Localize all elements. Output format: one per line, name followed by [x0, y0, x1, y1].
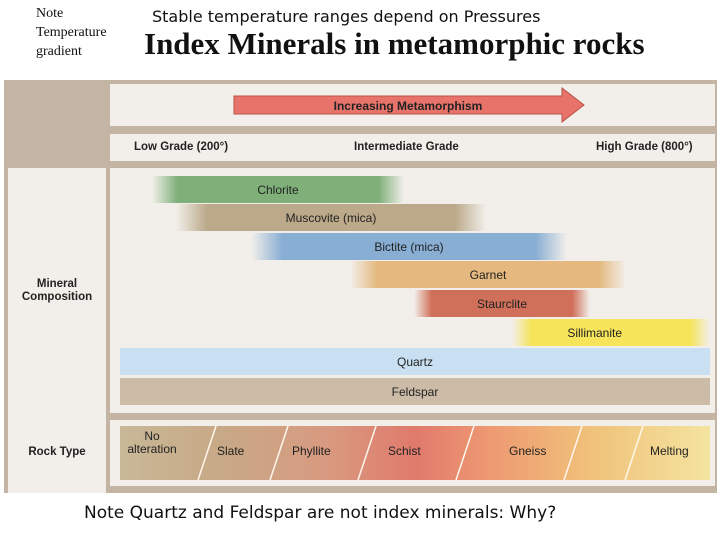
mineral-name: Bictite (mica)	[374, 239, 444, 254]
mineral-bar-feldspar: Feldspar	[120, 378, 710, 405]
rock-type-dividers	[197, 426, 644, 480]
mineral-name: Staurclite	[476, 296, 528, 311]
grade-cell	[110, 134, 715, 161]
mineral-name: Feldspar	[391, 384, 439, 399]
mineral-name: Garnet	[469, 267, 507, 282]
slide-title: Index Minerals in metamorphic rocks	[144, 26, 645, 61]
mineral-bar-quartz: Quartz	[120, 348, 710, 375]
rock-type-slate: Slate	[217, 444, 245, 458]
mineral-composition-label: Mineral Composition	[21, 278, 93, 303]
increasing-metamorphism-arrow: Increasing Metamorphism	[233, 86, 585, 124]
rock-header-cell	[8, 420, 106, 486]
grade-high-label: High Grade (800°)	[596, 141, 693, 153]
rock-type-melting: Melting	[650, 444, 689, 458]
rock-type-label: Rock Type	[28, 446, 86, 458]
grade-low-label: Low Grade (200°)	[134, 141, 229, 153]
rock-type-no-alteration: No alteration	[127, 429, 177, 456]
mineral-bar-sillimanite: Sillimanite	[512, 319, 710, 346]
arrow-label: Increasing Metamorphism	[334, 99, 483, 113]
slide-subtitle: Stable temperature ranges depend on Pres…	[152, 7, 541, 26]
metamorphism-diagram: Increasing Metamorphism Low Grade (200°)…	[4, 80, 717, 493]
grade-intermediate-label: Intermediate Grade	[354, 141, 459, 153]
mineral-name: Muscovite (mica)	[285, 210, 377, 225]
footnote: Note Quartz and Feldspar are not index m…	[84, 503, 557, 523]
mineral-name: Quartz	[396, 354, 433, 369]
rock-type-gradient	[120, 426, 710, 480]
mineral-bar-muscovite: Muscovite (mica)	[176, 204, 486, 231]
mineral-name: Sillimanite	[567, 325, 622, 340]
rock-type-phyllite: Phyllite	[292, 444, 331, 458]
mineral-bar-chlorite: Chlorite	[152, 176, 404, 203]
rock-type-schist: Schist	[388, 444, 421, 458]
temperature-gradient-note: Note Temperature gradient	[36, 6, 107, 59]
mineral-bar-biotite: Bictite (mica)	[251, 233, 567, 260]
mineral-name: Chlorite	[257, 182, 299, 197]
mineral-bar-staurolite: Staurclite	[414, 290, 590, 317]
rock-type-gneiss: Gneiss	[509, 444, 547, 458]
mineral-bar-garnet: Garnet	[350, 261, 626, 288]
